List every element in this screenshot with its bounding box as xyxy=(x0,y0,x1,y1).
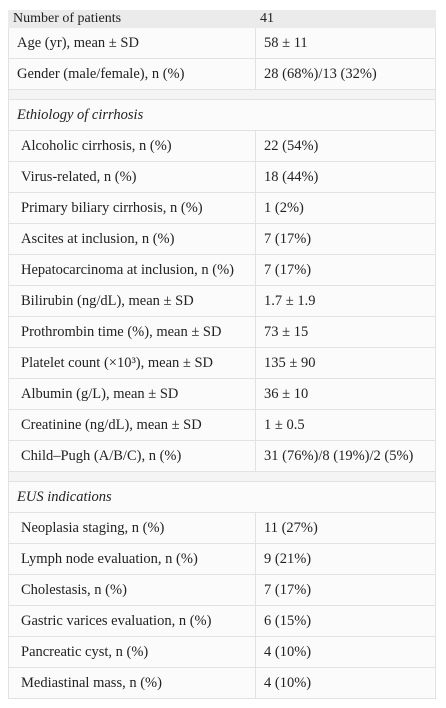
cell: 4 (10%) xyxy=(255,667,436,699)
row: Age (yr), mean ± SD 58 ± 11 xyxy=(8,27,436,59)
cell: 1 ± 0.5 xyxy=(255,409,436,441)
cell: 7 (17%) xyxy=(255,254,436,286)
cell: Prothrombin time (%), mean ± SD xyxy=(8,316,256,348)
cell: Creatinine (ng/dL), mean ± SD xyxy=(8,409,256,441)
row: Gender (male/female), n (%) 28 (68%)/13 (… xyxy=(8,58,436,90)
cell: EUS indications xyxy=(8,481,436,513)
row: Creatinine (ng/dL), mean ± SD 1 ± 0.5 xyxy=(8,409,436,441)
row: Gastric varices evaluation, n (%) 6 (15%) xyxy=(8,605,436,637)
row: Alcoholic cirrhosis, n (%) 22 (54%) xyxy=(8,130,436,162)
cell: Bilirubin (ng/dL), mean ± SD xyxy=(8,285,256,317)
cell: Virus-related, n (%) xyxy=(8,161,256,193)
cell: 1.7 ± 1.9 xyxy=(255,285,436,317)
row: Ascites at inclusion, n (%) 7 (17%) xyxy=(8,223,436,255)
cell xyxy=(8,471,436,482)
cell: 6 (15%) xyxy=(255,605,436,637)
cell: Hepatocarcinoma at inclusion, n (%) xyxy=(8,254,256,286)
cell: Mediastinal mass, n (%) xyxy=(8,667,256,699)
cell: 58 ± 11 xyxy=(255,27,436,59)
cell: Gastric varices evaluation, n (%) xyxy=(8,605,256,637)
cell: Pancreatic cyst, n (%) xyxy=(8,636,256,668)
cell: 11 (27%) xyxy=(255,512,436,544)
cell: Alcoholic cirrhosis, n (%) xyxy=(8,130,256,162)
row: Primary biliary cirrhosis, n (%) 1 (2%) xyxy=(8,192,436,224)
row: Lymph node evaluation, n (%) 9 (21%) xyxy=(8,543,436,575)
cell: 73 ± 15 xyxy=(255,316,436,348)
patient-table: Number of patients 41 Age (yr), mean ± SD 5… xyxy=(8,10,436,699)
cell: Cholestasis, n (%) xyxy=(8,574,256,606)
cell: Lymph node evaluation, n (%) xyxy=(8,543,256,575)
row: Albumin (g/L), mean ± SD 36 ± 10 xyxy=(8,378,436,410)
cell: Number of patients xyxy=(8,10,256,28)
cell: Gender (male/female), n (%) xyxy=(8,58,256,90)
row: Neoplasia staging, n (%) 11 (27%) xyxy=(8,512,436,544)
cell: 41 xyxy=(255,10,436,28)
cell: Platelet count (×10³), mean ± SD xyxy=(8,347,256,379)
cell: Age (yr), mean ± SD xyxy=(8,27,256,59)
row: Hepatocarcinoma at inclusion, n (%) 7 (17… xyxy=(8,254,436,286)
cell: 9 (21%) xyxy=(255,543,436,575)
row: Bilirubin (ng/dL), mean ± SD 1.7 ± 1.9 xyxy=(8,285,436,317)
cell: 31 (76%)/8 (19%)/2 (5%) xyxy=(255,440,436,472)
table-container: Number of patients 41 Age (yr), mean ± SD 5… xyxy=(8,10,436,699)
cell: 4 (10%) xyxy=(255,636,436,668)
row: Mediastinal mass, n (%) 4 (10%) xyxy=(8,667,436,699)
cell: 7 (17%) xyxy=(255,574,436,606)
cell: Ascites at inclusion, n (%) xyxy=(8,223,256,255)
row: Prothrombin time (%), mean ± SD 73 ± 15 xyxy=(8,316,436,348)
header-row: Number of patients 41 xyxy=(8,10,436,28)
row: Virus-related, n (%) 18 (44%) xyxy=(8,161,436,193)
cell: 1 (2%) xyxy=(255,192,436,224)
section-title-row: Ethiology of cirrhosis xyxy=(8,99,436,131)
row: Platelet count (×10³), mean ± SD 135 ± 90 xyxy=(8,347,436,379)
cell xyxy=(8,89,436,100)
cell: 22 (54%) xyxy=(255,130,436,162)
cell: Neoplasia staging, n (%) xyxy=(8,512,256,544)
cell: 36 ± 10 xyxy=(255,378,436,410)
cell: Child–Pugh (A/B/C), n (%) xyxy=(8,440,256,472)
cell: 135 ± 90 xyxy=(255,347,436,379)
row: Cholestasis, n (%) 7 (17%) xyxy=(8,574,436,606)
spacer-row xyxy=(8,471,436,482)
cell: 28 (68%)/13 (32%) xyxy=(255,58,436,90)
row: Child–Pugh (A/B/C), n (%) 31 (76%)/8 (19%… xyxy=(8,440,436,472)
cell: 7 (17%) xyxy=(255,223,436,255)
row: Pancreatic cyst, n (%) 4 (10%) xyxy=(8,636,436,668)
cell: Albumin (g/L), mean ± SD xyxy=(8,378,256,410)
cell: 18 (44%) xyxy=(255,161,436,193)
cell: Primary biliary cirrhosis, n (%) xyxy=(8,192,256,224)
cell: Ethiology of cirrhosis xyxy=(8,99,436,131)
section-title-row: EUS indications xyxy=(8,481,436,513)
spacer-row xyxy=(8,89,436,100)
